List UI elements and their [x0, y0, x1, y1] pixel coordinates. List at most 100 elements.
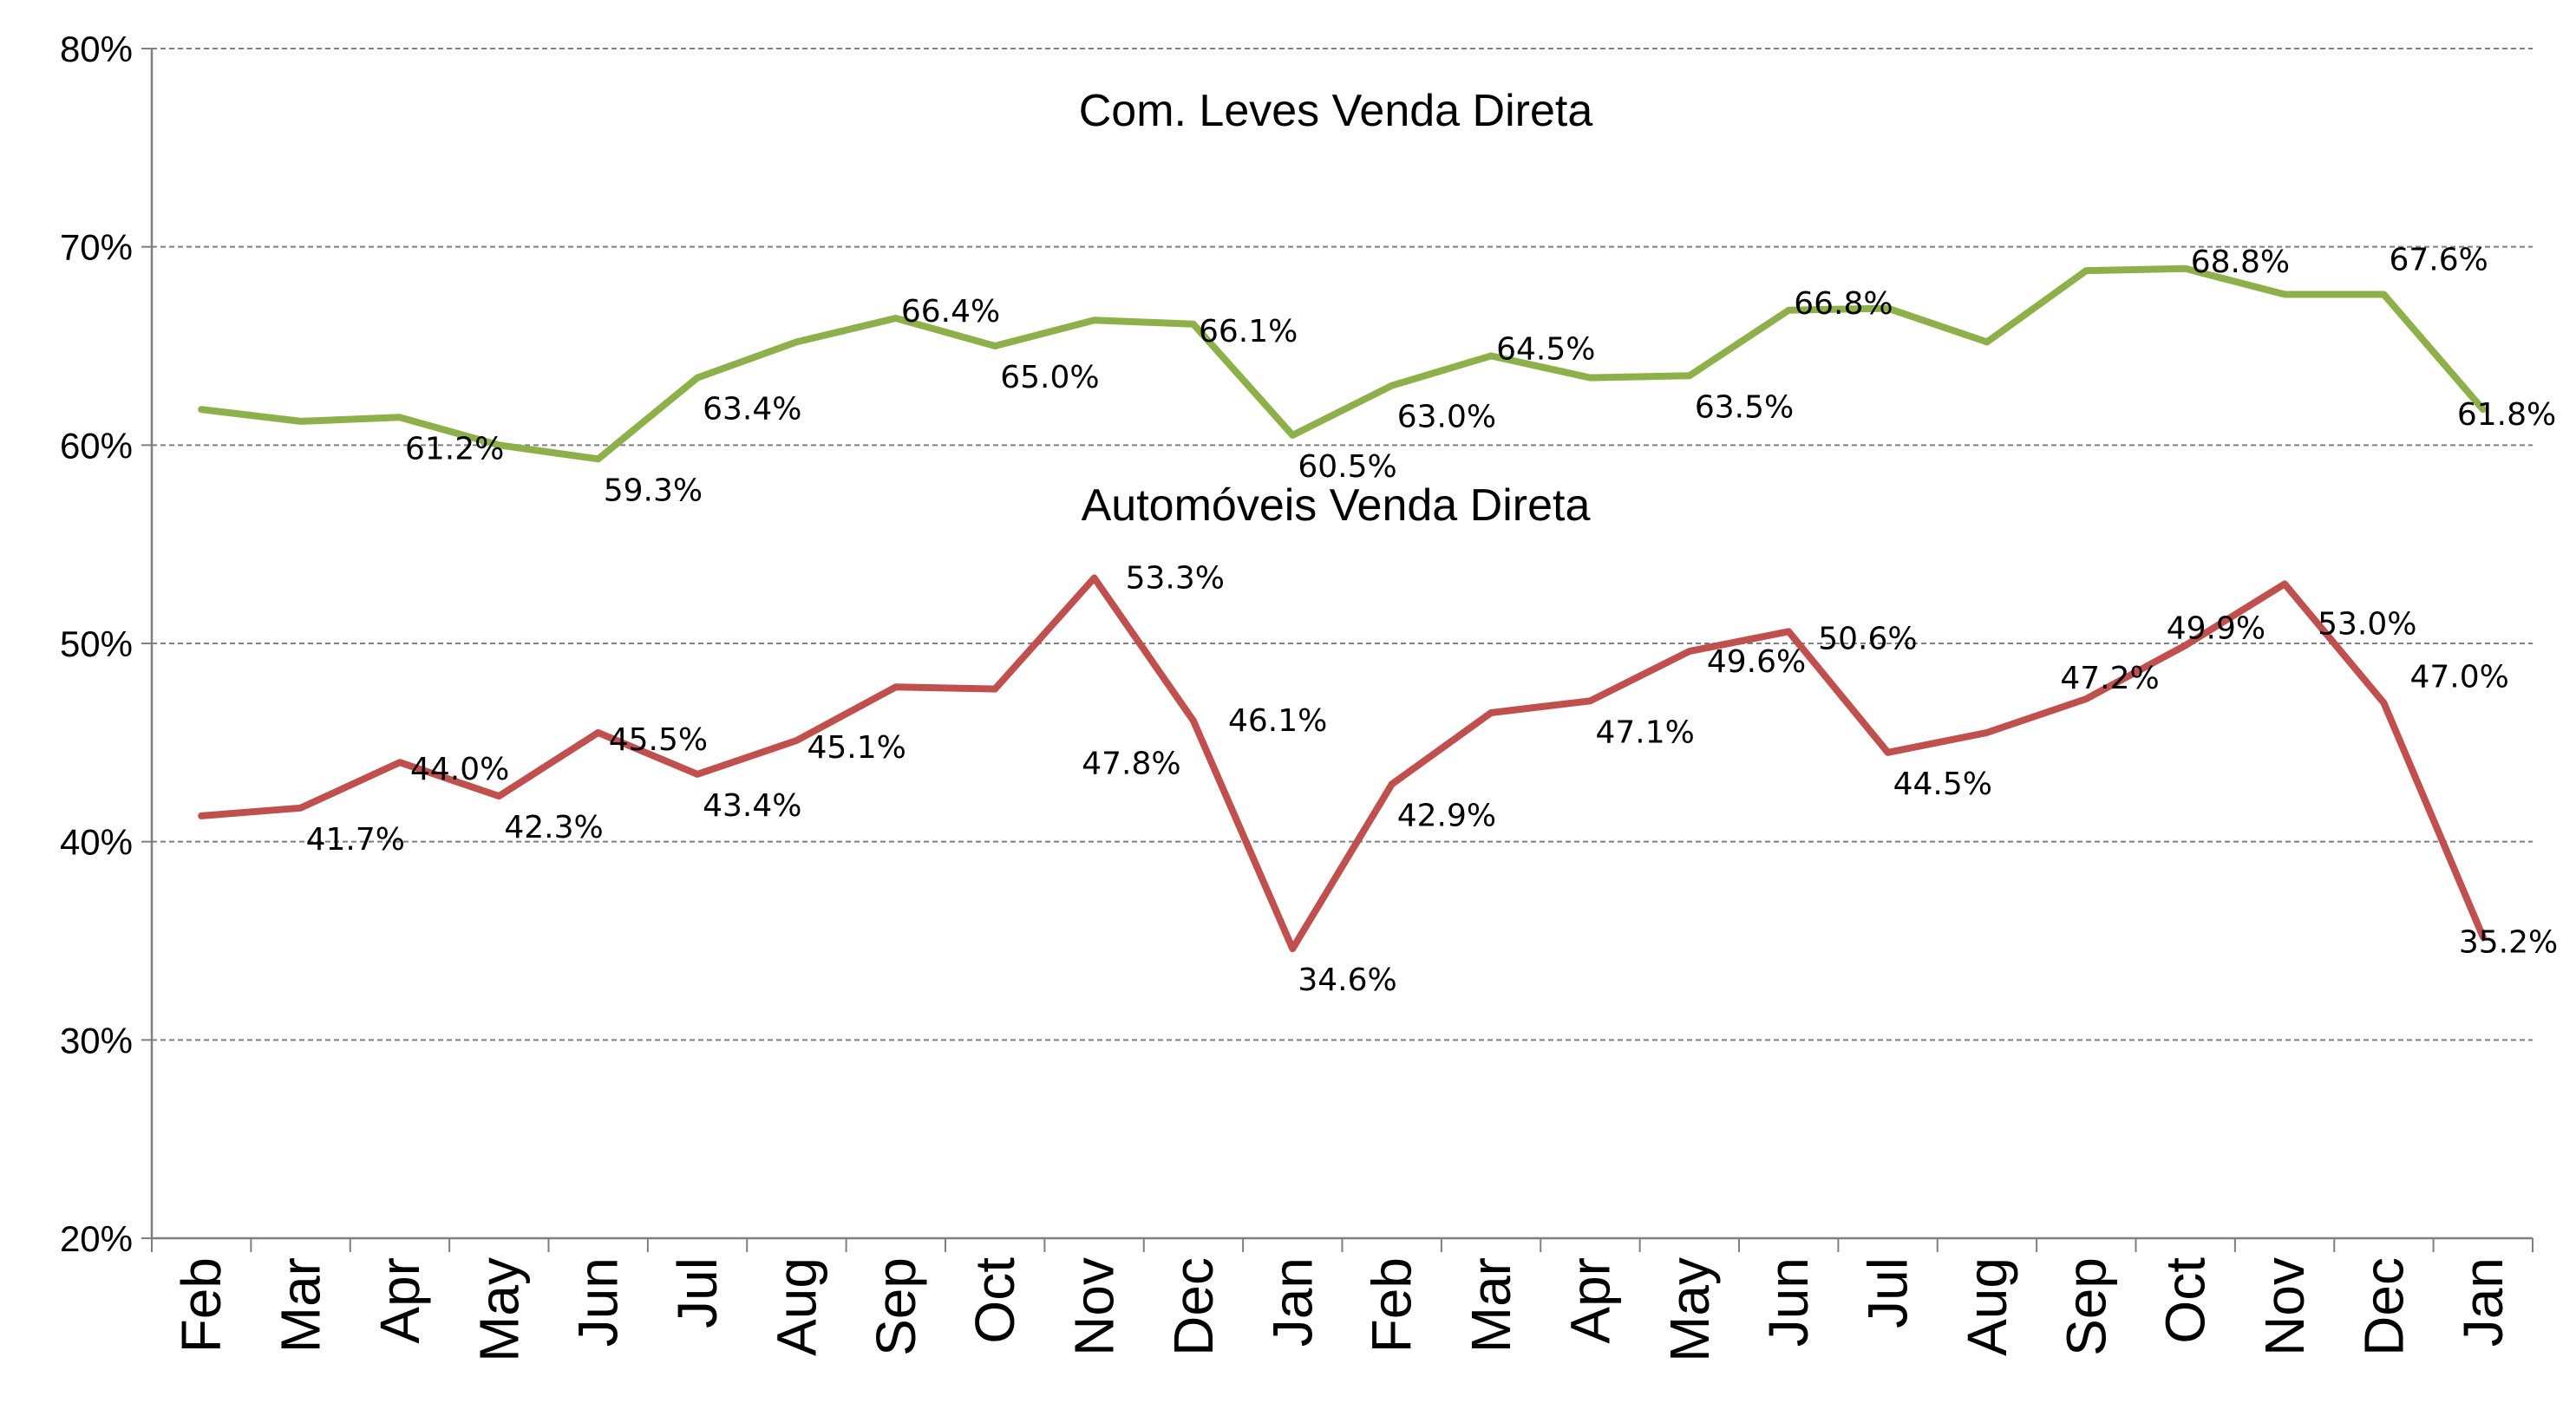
y-tick-label: 40% [60, 822, 133, 863]
x-tick-label: Jul [666, 1257, 729, 1328]
x-tick-label: Nov [1063, 1257, 1126, 1356]
data-point [994, 345, 996, 347]
x-tick-label: Sep [865, 1257, 927, 1356]
data-point [2383, 294, 2384, 296]
data-label: 46.1% [1228, 703, 1327, 739]
data-point [696, 773, 698, 775]
data-label: 42.3% [504, 810, 603, 845]
data-label: 47.8% [1082, 747, 1180, 782]
data-label: 63.4% [703, 392, 801, 427]
data-point [1193, 720, 1194, 721]
data-label: 47.0% [2409, 660, 2508, 695]
y-tick-label: 30% [60, 1020, 133, 1060]
data-point [1689, 375, 1690, 376]
data-label: 41.7% [306, 822, 405, 858]
x-tick-label: May [1658, 1257, 1721, 1362]
data-label: 34.6% [1298, 962, 1396, 998]
data-label: 42.9% [1397, 798, 1496, 833]
data-label: 68.8% [2191, 245, 2290, 280]
data-point [200, 408, 202, 410]
series-line-automoveis [198, 574, 2487, 953]
data-point [1986, 732, 1988, 734]
x-tick-label: Nov [2253, 1257, 2316, 1356]
data-label: 44.5% [1893, 767, 1992, 802]
data-point [1689, 650, 1690, 652]
data-point [2085, 698, 2087, 700]
y-axis-ticks: 20% 30% 40% 50% 60% 70% 80% [60, 29, 152, 1259]
data-label: 60.5% [1298, 449, 1396, 485]
data-label: 65.0% [1000, 360, 1099, 395]
series-lines [198, 264, 2487, 953]
data-label: 66.4% [901, 294, 1000, 330]
x-tick-label: Jun [1757, 1257, 1820, 1347]
data-point [1094, 319, 1095, 321]
data-point [795, 740, 797, 741]
data-point [1291, 948, 1293, 949]
x-tick-label: Feb [170, 1257, 232, 1353]
data-point [1788, 310, 1789, 311]
x-tick-label: Dec [1162, 1257, 1225, 1356]
x-tick-label: Jan [1261, 1257, 1324, 1347]
data-point [795, 341, 797, 343]
data-label: 45.1% [807, 730, 906, 766]
x-tick-label: Oct [964, 1257, 1026, 1344]
data-point [1589, 700, 1591, 701]
data-label: 47.1% [1595, 715, 1694, 750]
data-labels: 61.2% 59.3% 63.4% 66.4%65.0% 66.1% 60.5%63.0%… [306, 243, 2559, 999]
data-point [1094, 577, 1095, 579]
x-tick-label: Jul [1857, 1257, 1919, 1328]
y-tick-label: 70% [60, 227, 133, 268]
series-name-label: Com. Leves Venda Direta [1079, 86, 1593, 136]
data-label: 67.6% [2389, 243, 2488, 278]
data-point [399, 416, 401, 418]
data-label: 49.6% [1707, 644, 1806, 680]
gridlines [152, 48, 2533, 1041]
data-label: 53.0% [2318, 606, 2416, 642]
data-point [2085, 270, 2087, 271]
data-point [2383, 702, 2384, 704]
data-label: 47.2% [2060, 661, 2159, 696]
y-tick-label: 80% [60, 29, 133, 69]
data-point [2284, 294, 2285, 296]
data-label: 53.3% [1126, 561, 1225, 597]
data-point [300, 421, 302, 422]
x-tick-label: Aug [765, 1257, 827, 1356]
x-tick-label: May [467, 1257, 530, 1362]
data-point [696, 377, 698, 379]
data-label: 44.0% [410, 752, 509, 787]
data-label: 61.2% [405, 431, 504, 467]
data-point [399, 761, 401, 763]
series-name-label: Automóveis Venda Direta [1082, 480, 1591, 531]
data-point [1391, 783, 1393, 785]
data-label: 66.1% [1199, 314, 1298, 349]
data-point [498, 795, 500, 797]
data-point [300, 807, 302, 809]
data-point [200, 815, 202, 817]
data-point [2284, 583, 2285, 584]
series-names: Com. Leves Venda Direta Automóveis Venda … [1079, 86, 1593, 531]
x-tick-label: Jan [2452, 1257, 2514, 1347]
x-tick-label: Aug [1956, 1257, 2018, 1356]
data-point [1193, 323, 1194, 325]
data-point [1589, 377, 1591, 379]
data-point [1788, 630, 1789, 632]
x-tick-label: Sep [2055, 1257, 2117, 1356]
data-point [895, 686, 897, 688]
x-tick-label: Mar [270, 1257, 332, 1353]
data-label: 45.5% [609, 722, 708, 758]
data-point [1887, 752, 1889, 754]
data-point [1986, 341, 1988, 343]
y-tick-label: 20% [60, 1218, 133, 1259]
data-label: 66.8% [1794, 286, 1893, 322]
data-label: 49.9% [2167, 610, 2265, 646]
data-point [895, 317, 897, 319]
data-point [1490, 712, 1492, 714]
x-tick-label: Apr [1559, 1257, 1621, 1344]
data-point [2185, 268, 2187, 270]
series-line-com-leves [198, 264, 2487, 463]
data-label: 63.0% [1397, 400, 1496, 435]
data-label: 64.5% [1496, 331, 1595, 367]
data-point [1391, 385, 1393, 387]
data-point [1490, 355, 1492, 356]
